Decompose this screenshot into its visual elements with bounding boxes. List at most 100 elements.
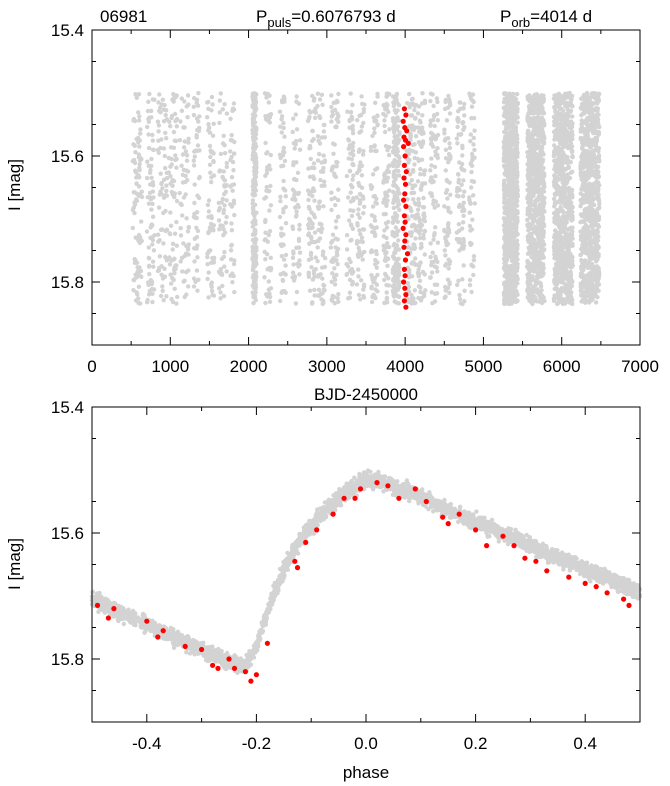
- top-grey-point: [386, 276, 391, 281]
- top-grey-point: [351, 173, 356, 178]
- top-grey-point: [168, 210, 173, 215]
- top-grey-point: [556, 224, 562, 229]
- top-grey-point: [431, 237, 436, 242]
- top-grey-point: [267, 188, 272, 194]
- top-grey-point: [296, 245, 302, 250]
- top-grey-point: [138, 131, 143, 136]
- top-grey-point: [182, 99, 187, 104]
- top-grey-point: [278, 199, 283, 204]
- top-grey-point: [251, 150, 256, 155]
- top-grey-point: [207, 130, 213, 135]
- top-grey-point: [205, 115, 210, 120]
- top-grey-point: [411, 127, 417, 133]
- top-grey-point: [349, 213, 355, 219]
- top-grey-point: [217, 227, 222, 232]
- top-grey-point: [156, 205, 162, 210]
- top-grey-point: [182, 294, 187, 300]
- top-grey-point: [347, 168, 353, 174]
- top-grey-point: [533, 210, 539, 216]
- top-grey-point: [391, 189, 396, 195]
- top-grey-point: [385, 148, 390, 153]
- top-grey-point: [253, 179, 258, 184]
- top-grey-point: [595, 228, 600, 233]
- top-grey-point: [196, 195, 202, 201]
- top-grey-point: [309, 301, 315, 306]
- top-grey-point: [169, 281, 174, 286]
- top-grey-point: [390, 232, 395, 237]
- top-grey-point: [565, 252, 570, 257]
- top-grey-point: [231, 168, 236, 173]
- top-grey-point: [445, 179, 450, 184]
- top-grey-point: [206, 270, 211, 275]
- top-grey-point: [311, 271, 317, 276]
- top-grey-point: [250, 198, 256, 203]
- top-grey-point: [253, 227, 258, 233]
- top-grey-point: [567, 279, 572, 284]
- top-grey-point: [194, 116, 200, 121]
- top-grey-point: [563, 221, 568, 227]
- top-grey-point: [539, 194, 545, 199]
- top-grey-point: [229, 243, 234, 248]
- top-grey-point: [472, 128, 477, 133]
- top-grey-point: [431, 198, 436, 203]
- top-grey-point: [144, 175, 150, 181]
- top-grey-point: [310, 193, 315, 199]
- top-grey-point: [329, 190, 334, 195]
- top-grey-point: [529, 110, 534, 116]
- top-grey-point: [384, 290, 389, 295]
- top-grey-point: [553, 282, 559, 287]
- top-grey-point: [461, 263, 466, 268]
- top-grey-point: [348, 190, 353, 195]
- top-grey-point: [468, 132, 473, 137]
- top-grey-point: [360, 152, 366, 157]
- top-grey-point: [510, 92, 515, 97]
- top-grey-point: [132, 160, 138, 166]
- top-grey-point: [280, 99, 285, 104]
- top-grey-point: [329, 168, 334, 173]
- top-grey-point: [428, 191, 433, 196]
- top-grey-point: [529, 214, 535, 219]
- top-grey-point: [412, 242, 417, 248]
- top-grey-point: [211, 293, 217, 298]
- top-grey-point: [525, 173, 530, 178]
- top-grey-point: [392, 265, 397, 270]
- top-grey-point: [278, 194, 283, 199]
- top-grey-point: [267, 229, 273, 234]
- top-grey-point: [448, 192, 453, 197]
- top-grey-point: [329, 279, 334, 284]
- top-grey-point: [297, 227, 302, 232]
- top-grey-point: [220, 223, 225, 229]
- top-grey-point: [316, 238, 321, 244]
- top-grey-point: [306, 274, 312, 279]
- top-grey-point: [375, 122, 380, 127]
- top-grey-point: [348, 91, 353, 96]
- top-grey-point: [317, 141, 323, 146]
- top-grey-point: [525, 259, 530, 265]
- top-grey-point: [317, 97, 323, 102]
- top-grey-point: [334, 258, 339, 263]
- top-grey-point: [552, 143, 557, 148]
- top-grey-point: [375, 272, 380, 278]
- top-grey-point: [418, 166, 423, 172]
- top-grey-point: [322, 122, 327, 128]
- top-grey-point: [281, 242, 286, 248]
- top-grey-point: [361, 211, 366, 216]
- top-grey-point: [164, 193, 169, 198]
- top-grey-point: [146, 201, 152, 206]
- top-grey-point: [356, 180, 361, 186]
- top-grey-point: [195, 255, 200, 260]
- top-grey-point: [228, 248, 234, 253]
- top-grey-point: [391, 148, 397, 153]
- top-grey-point: [319, 226, 324, 231]
- top-grey-point: [455, 141, 460, 146]
- top-grey-point: [150, 242, 155, 247]
- top-grey-point: [459, 165, 464, 171]
- top-grey-point: [296, 236, 302, 242]
- top-grey-point: [321, 153, 326, 158]
- top-grey-point: [156, 138, 161, 143]
- top-grey-point: [179, 163, 184, 168]
- top-grey-point: [514, 198, 519, 203]
- top-grey-point: [395, 186, 401, 192]
- top-grey-point: [393, 225, 399, 230]
- top-grey-point: [329, 207, 334, 213]
